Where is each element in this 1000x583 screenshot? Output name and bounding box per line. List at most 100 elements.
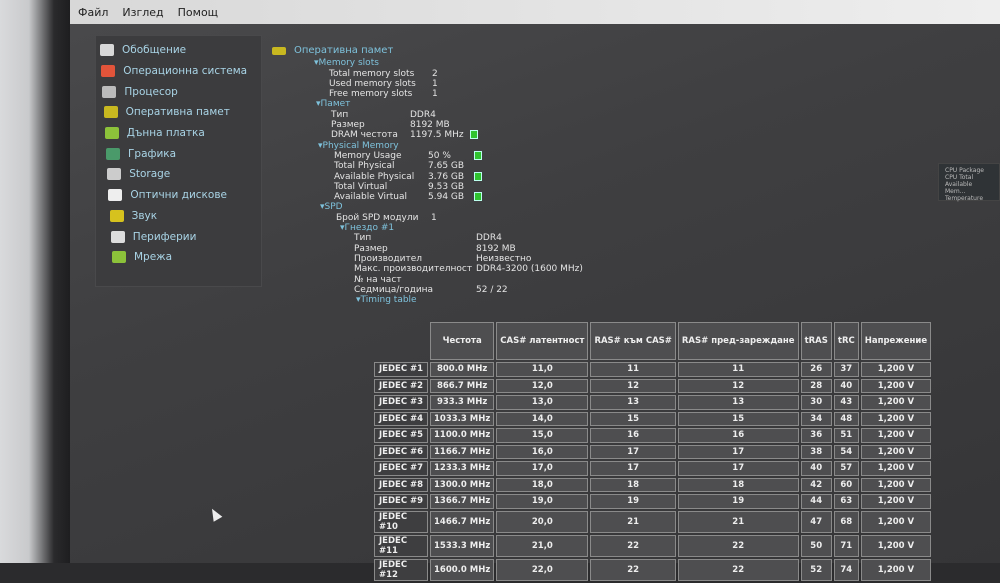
main-panel: Оперативна памет ▾ Memory slots Total memo… — [272, 45, 583, 305]
windows-icon — [101, 65, 116, 78]
chevron-down-icon: ▾ — [320, 202, 325, 213]
tree-node-toggle[interactable]: ▾ Гнездо #1 — [272, 223, 583, 233]
table-cell: 30 — [800, 395, 832, 410]
section-header: Оперативна памет — [272, 45, 583, 56]
table-cell: 1300.0 MHz — [430, 477, 495, 492]
tree-node-toggle[interactable]: ▾ Physical Memory — [272, 141, 583, 151]
sidebar-item[interactable]: Обобщение — [96, 40, 261, 61]
table-cell: 13 — [677, 395, 799, 410]
sidebar-item[interactable]: Мрежа — [96, 247, 261, 268]
table-cell: 1,200 V — [860, 395, 932, 410]
property-name: Макс. производителност — [354, 264, 473, 275]
table-cell: 1,200 V — [860, 378, 932, 393]
property-value: 52 / 22 — [476, 284, 508, 295]
property-name: Free memory slots — [329, 89, 413, 100]
property-name: Тип — [354, 233, 372, 244]
table-cell: 22 — [590, 534, 676, 557]
sidebar-item[interactable]: Оптични дискове — [96, 185, 261, 206]
sidebar-item[interactable]: Дънна платка — [96, 123, 261, 144]
table-cell: 18,0 — [496, 477, 589, 492]
tree-node-label: SPD — [324, 202, 343, 213]
tree-node-toggle[interactable]: ▾ Памет — [272, 99, 583, 109]
sidebar-item[interactable]: Операционна система — [96, 61, 261, 82]
table-row: JEDEC #10 1466.7 MHz 20,0 21 21 47 68 1,200 V — [374, 510, 932, 533]
widget-label: CPU Total — [945, 174, 974, 181]
tree-row: Брой SPD модули 1 — [272, 213, 583, 223]
property-value: 1 — [431, 212, 437, 223]
table-cell: 19,0 — [496, 494, 589, 509]
table-cell: 38 — [800, 444, 832, 459]
table-cell: 1,200 V — [860, 558, 932, 581]
chevron-down-icon: ▾ — [316, 99, 321, 110]
tree-row: Total memory slots 2 — [272, 69, 583, 79]
sidebar-item-label: Storage — [129, 168, 171, 181]
table-cell: 52 — [800, 558, 832, 581]
menu-help[interactable]: Помощ — [177, 6, 219, 19]
tree-node-toggle[interactable]: ▾ Memory slots — [272, 58, 583, 68]
sidebar-item[interactable]: Storage — [96, 164, 261, 185]
tree-row: Available Virtual 5.94 GB — [272, 192, 583, 202]
tree-node-label: Timing table — [360, 295, 417, 306]
sidebar: Обобщение Операционна система Процесор Опер… — [95, 35, 262, 287]
sidebar-item[interactable]: Графика — [96, 143, 261, 164]
table-cell: 1600.0 MHz — [430, 558, 495, 581]
menu-file[interactable]: Файл — [78, 6, 109, 19]
table-cell: 22 — [590, 558, 676, 581]
row-header: JEDEC #1 — [374, 362, 428, 377]
property-name: Total memory slots — [329, 68, 415, 79]
column-header: Напрежение — [860, 322, 932, 360]
row-header: JEDEC #12 — [374, 558, 428, 581]
sidebar-item-label: Процесор — [124, 85, 178, 98]
row-header: JEDEC #6 — [374, 444, 428, 459]
table-cell: 11 — [590, 362, 676, 377]
table-cell: 1,200 V — [860, 477, 932, 492]
table-cell: 1,200 V — [860, 461, 932, 476]
sidebar-item[interactable]: Оперативна памет — [96, 102, 261, 123]
sidebar-item-label: Оперативна памет — [125, 106, 230, 119]
table-cell: 22 — [677, 534, 799, 557]
sidebar-item[interactable]: Процесор — [96, 81, 261, 102]
column-header: tRC — [833, 322, 859, 360]
table-cell: 36 — [800, 428, 832, 443]
section-title: Оперативна памет — [294, 45, 394, 56]
sidebar-item[interactable]: Периферии — [96, 226, 261, 247]
tree-row: Производител Неизвестно — [272, 254, 583, 264]
table-cell: 14,0 — [496, 411, 589, 426]
table-cell: 13,0 — [496, 395, 589, 410]
monitor-icon — [106, 147, 120, 160]
tree-node-toggle[interactable]: ▾ Timing table — [272, 295, 583, 305]
ram-icon — [272, 47, 286, 55]
table-cell: 1,200 V — [860, 534, 932, 557]
sidebar-item[interactable]: Звук — [96, 206, 261, 227]
table-cell: 60 — [833, 477, 859, 492]
sensor-widget: CPU Package CPU Total Available Mem... Temp… — [938, 163, 1000, 202]
row-header: JEDEC #2 — [374, 378, 428, 393]
property-name: Available Virtual — [334, 192, 408, 203]
property-value: 7.65 GB — [428, 161, 465, 172]
table-cell: 20,0 — [496, 510, 589, 533]
table-cell: 26 — [800, 362, 832, 377]
disc-icon — [108, 189, 123, 202]
menu-view[interactable]: Изглед — [122, 6, 164, 19]
table-cell: 1,200 V — [860, 510, 932, 533]
table-cell: 17 — [677, 444, 799, 459]
property-value: DDR4-3200 (1600 MHz) — [476, 264, 583, 275]
table-cell: 11 — [677, 362, 799, 377]
hdd-icon — [107, 168, 122, 181]
row-header: JEDEC #4 — [374, 411, 428, 426]
table-row: JEDEC #6 1166.7 MHz 16,0 17 17 38 54 1,200 V — [374, 444, 932, 459]
table-cell: 40 — [800, 461, 832, 476]
table-row: JEDEC #5 1100.0 MHz 15,0 16 16 36 51 1,200 V — [374, 428, 932, 443]
table-cell: 68 — [833, 510, 859, 533]
tree-node-toggle[interactable]: ▾ SPD — [272, 202, 583, 212]
column-header: RAS# към CAS# — [590, 322, 676, 360]
table-row: JEDEC #9 1366.7 MHz 19,0 19 19 44 63 1,200 V — [374, 494, 932, 509]
tree-row: Free memory slots 1 — [272, 89, 583, 99]
property-value: 1197.5 MHz — [410, 130, 464, 141]
sidebar-item-label: Мрежа — [134, 251, 173, 264]
widget-label: Temperature — [945, 195, 984, 202]
row-header: JEDEC #3 — [374, 395, 428, 410]
table-cell: 28 — [800, 378, 832, 393]
table-cell: 1533.3 MHz — [430, 534, 495, 557]
row-header: JEDEC #5 — [374, 428, 428, 443]
